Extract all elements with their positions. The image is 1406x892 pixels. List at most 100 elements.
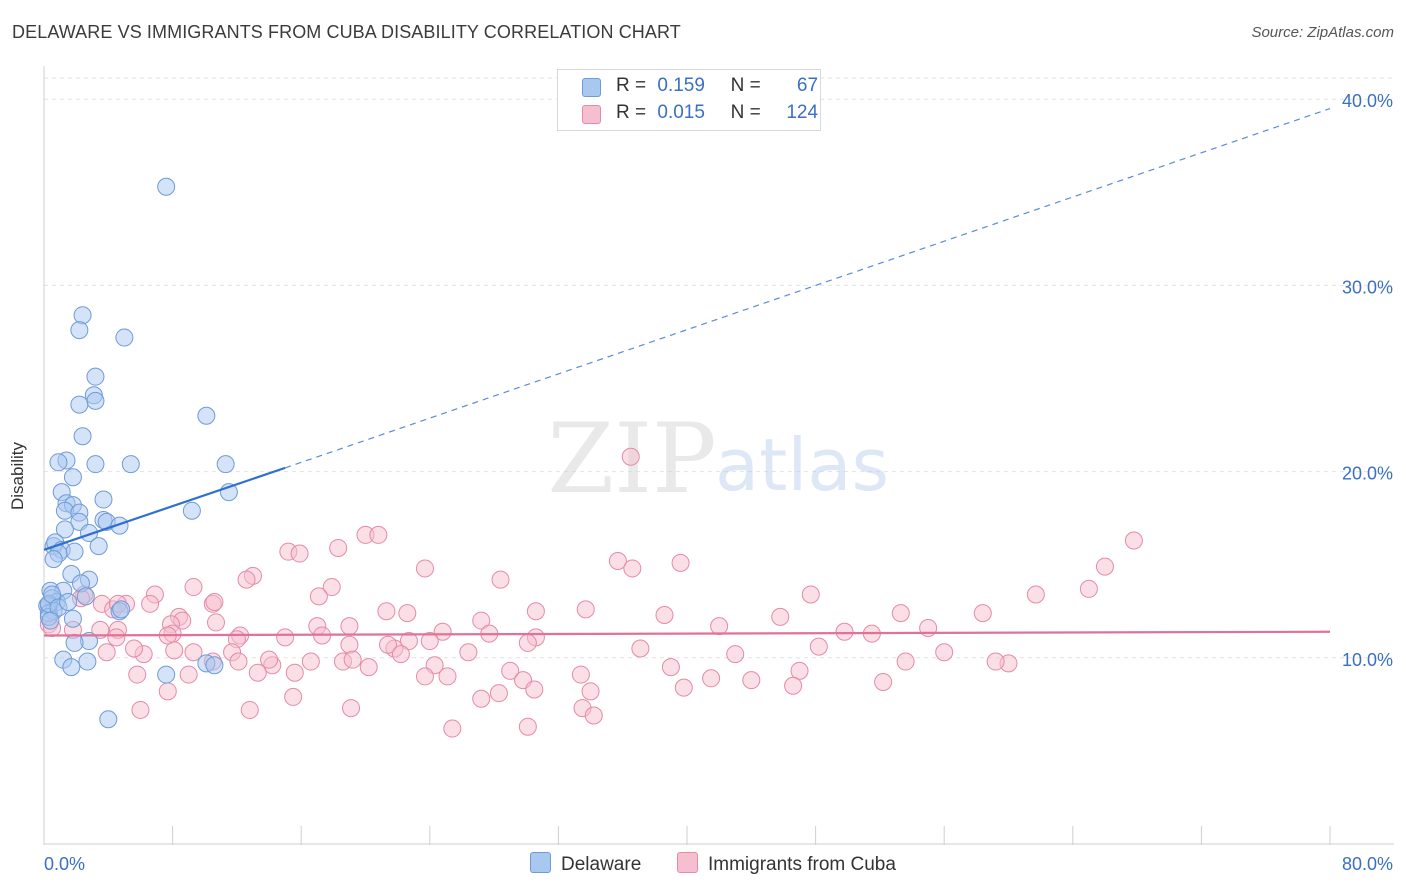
x-tick-label-min: 0.0% [44,854,85,874]
cuba-point [1124,531,1143,550]
source-label: Source: ZipAtlas.com [1251,24,1394,41]
cuba-point [472,689,491,708]
cuba-point [581,682,600,701]
cuba-point [443,719,462,738]
cuba-point [260,650,279,669]
axes [43,66,1394,845]
correlation-legend: R = 0.159 N = 67 R = 0.015 N = 124 [557,69,821,131]
cuba-point [710,617,729,636]
legend-r-value-delaware: 0.159 [657,75,705,96]
cuba-point [301,652,320,671]
cuba-point [623,559,642,578]
cuba-point [896,652,915,671]
cuba-point [379,635,398,654]
delaware-point [55,520,74,539]
delaware-point [112,600,131,619]
delaware-trend-line [43,466,286,551]
cuba-point [205,592,224,611]
cuba-point [369,525,388,544]
cuba-point [518,633,537,652]
delaware-point [157,177,176,196]
cuba-point [184,643,203,662]
cuba-point [284,687,303,706]
delaware-point [62,658,81,677]
cuba-point [343,650,362,669]
cuba-point [1079,579,1098,598]
cuba-point [329,538,348,557]
cuba-point [518,717,537,736]
cuba-point [285,663,304,682]
y-tick-label: 40.0% [1342,91,1393,111]
delaware-point [94,490,113,509]
cuba-point [874,673,893,692]
trend-lines [43,107,1331,637]
cuba-point [398,604,417,623]
cuba-point [891,604,910,623]
delaware-point [86,367,105,386]
cuba-point [290,544,309,563]
cuba-point [674,678,693,697]
cuba-point [342,699,361,718]
cuba-point [771,607,790,626]
delaware-point [80,524,99,543]
cuba-point [671,553,690,572]
cuba-trend-line [43,630,1331,637]
cuba-point [359,658,378,677]
y-axis-label: Disability [8,441,27,510]
cuba-point [501,661,520,680]
delaware-point [70,321,89,340]
legend-n-value-cuba: 124 [786,102,819,123]
delaware-point [182,501,201,520]
legend-swatch-delaware [582,78,601,97]
cuba-point [525,680,544,699]
cuba-point [107,628,126,647]
cuba-point [91,620,110,639]
delaware-point [65,542,84,561]
cuba-point [158,682,177,701]
cuba-point [340,635,359,654]
delaware-point [197,406,216,425]
bottom-legend-swatch-cuba [677,852,698,873]
legend-r-value-cuba: 0.015 [657,102,705,123]
cuba-point [576,600,595,619]
cuba-point [128,665,147,684]
cuba-point [1026,585,1045,604]
cuba-point [809,637,828,656]
cuba-point [835,622,854,641]
cuba-point [125,639,144,658]
cuba-point [377,602,396,621]
cuba-point [240,700,259,719]
cuba-point [1095,557,1114,576]
cuba-point [97,643,116,662]
tick-labels: 10.0% 20.0% 30.0% 40.0% 0.0% 80.0% [44,91,1393,874]
cuba-point [986,652,1005,671]
legend-r-label: R = [616,102,647,123]
delaware-point [59,592,78,611]
cuba-point [322,578,341,597]
delaware-point [65,633,84,652]
delaware-point [99,710,118,729]
cuba-point [391,645,410,664]
legend-n-value-delaware: 67 [796,75,819,96]
cuba-point [726,645,745,664]
delaware-point [157,665,176,684]
cuba-point [248,663,267,682]
delaware-point [63,609,82,628]
legend-swatch-cuba [582,105,601,124]
cuba-point [631,639,650,658]
watermark-atlas: atlas [715,423,889,507]
cuba-point [420,632,439,651]
y-tick-label: 30.0% [1342,277,1393,297]
cuba-point [229,652,248,671]
cuba-point [742,671,761,690]
cuba-point [276,628,295,647]
bottom-legend-label-cuba: Immigrants from Cuba [708,854,896,875]
delaware-point [86,391,105,410]
cuba-point [237,570,256,589]
legend-n-label: N = [730,102,761,123]
y-tick-label: 20.0% [1342,464,1393,484]
cuba-point [207,613,226,632]
delaware-point [205,656,224,675]
delaware-point [115,328,134,347]
